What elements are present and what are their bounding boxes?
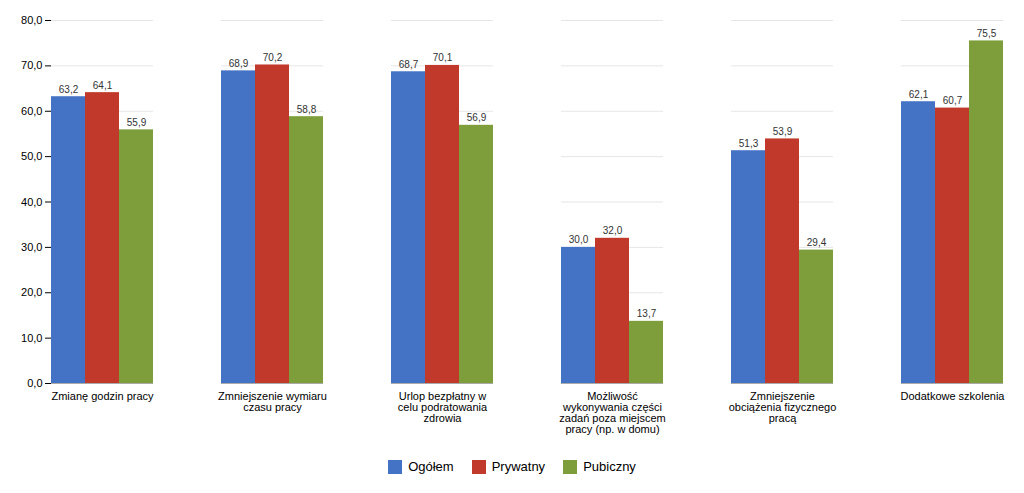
svg-text:0,0: 0,0 bbox=[27, 377, 42, 389]
svg-text:Urlop bezpłatny wcelu podratow: Urlop bezpłatny wcelu podratowaniazdrowi… bbox=[398, 390, 488, 424]
svg-text:13,7: 13,7 bbox=[637, 308, 657, 319]
svg-text:63,2: 63,2 bbox=[59, 84, 79, 95]
svg-text:56,9: 56,9 bbox=[467, 112, 487, 123]
svg-text:30,0: 30,0 bbox=[21, 241, 42, 253]
svg-text:50,0: 50,0 bbox=[21, 150, 42, 162]
svg-text:Dodatkowe szkolenia: Dodatkowe szkolenia bbox=[901, 390, 1006, 402]
svg-text:Możliwośćwykonywania częścizad: Możliwośćwykonywania częścizadań poza mi… bbox=[559, 390, 665, 435]
svg-text:29,4: 29,4 bbox=[807, 237, 827, 248]
svg-text:70,0: 70,0 bbox=[21, 59, 42, 71]
svg-text:Zmianę godzin pracy: Zmianę godzin pracy bbox=[51, 390, 154, 402]
svg-text:60,7: 60,7 bbox=[943, 95, 963, 106]
svg-text:51,3: 51,3 bbox=[739, 138, 759, 149]
html-text:Prywatny: Prywatny bbox=[491, 459, 546, 474]
svg-text:10,0: 10,0 bbox=[21, 332, 42, 344]
svg-text:58,8: 58,8 bbox=[297, 104, 317, 115]
html-text:Ogółem: Ogółem bbox=[408, 459, 454, 474]
svg-text:Zmniejszenie wymiaruczasu prac: Zmniejszenie wymiaruczasu pracy bbox=[218, 390, 327, 413]
svg-text:62,1: 62,1 bbox=[909, 89, 929, 100]
svg-text:80,0: 80,0 bbox=[21, 14, 42, 26]
svg-text:32,0: 32,0 bbox=[603, 225, 623, 236]
svg-text:64,1: 64,1 bbox=[93, 80, 113, 91]
svg-text:60,0: 60,0 bbox=[21, 105, 42, 117]
svg-text:30,0: 30,0 bbox=[569, 234, 589, 245]
svg-text:20,0: 20,0 bbox=[21, 286, 42, 298]
svg-text:70,1: 70,1 bbox=[433, 52, 453, 63]
svg-text:68,9: 68,9 bbox=[229, 58, 249, 69]
svg-text:55,9: 55,9 bbox=[127, 117, 147, 128]
svg-text:Zmniejszenieobciążenia fizyczn: Zmniejszenieobciążenia fizycznegopracą bbox=[729, 390, 837, 424]
svg-text:53,9: 53,9 bbox=[773, 126, 793, 137]
html-text:Pubiczny: Pubiczny bbox=[583, 459, 636, 474]
svg-text:70,2: 70,2 bbox=[263, 52, 283, 63]
svg-text:40,0: 40,0 bbox=[21, 196, 42, 208]
svg-text:75,5: 75,5 bbox=[977, 28, 997, 39]
svg-text:68,7: 68,7 bbox=[399, 59, 419, 70]
